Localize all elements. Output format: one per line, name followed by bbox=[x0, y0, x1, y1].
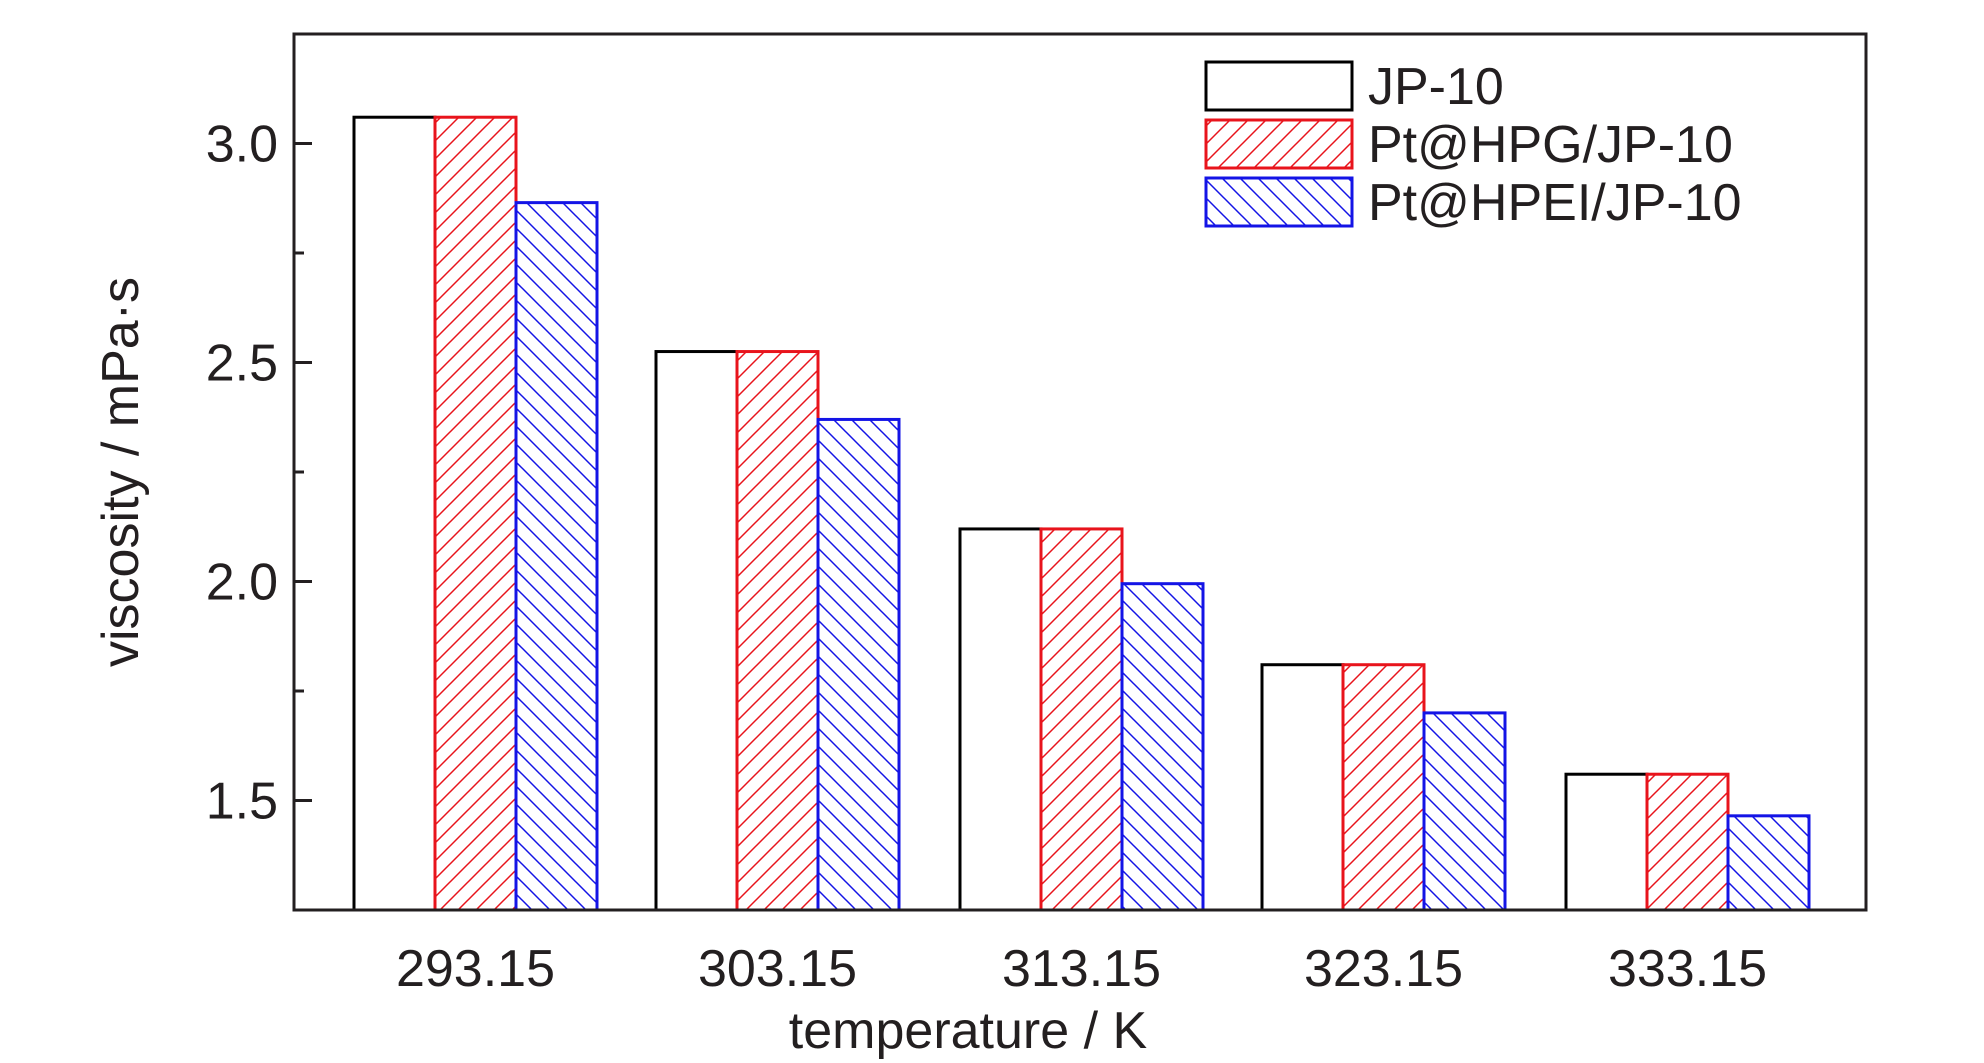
y-tick-label: 1.5 bbox=[206, 773, 278, 831]
y-tick-label: 3.0 bbox=[206, 116, 278, 174]
bar-jp-10-333-15 bbox=[1564, 772, 1649, 912]
bar-pt-hpg-jp-10-333-15 bbox=[1645, 772, 1730, 912]
x-tick-label: 293.15 bbox=[396, 940, 555, 998]
bar-pt-hpg-jp-10-303-15 bbox=[735, 350, 820, 912]
bar-pt-hpg-jp-10-313-15 bbox=[1039, 527, 1124, 912]
x-tick-label: 303.15 bbox=[698, 940, 857, 998]
bar-pt-hpg-jp-10-293-15 bbox=[433, 115, 518, 912]
y-tick-label: 2.0 bbox=[206, 554, 278, 612]
y-axis-label: viscosity / mPa·s bbox=[92, 277, 150, 667]
bar-jp-10-323-15 bbox=[1260, 663, 1345, 912]
bars-layer bbox=[352, 115, 1811, 912]
bar-pt-hpg-jp-10-323-15 bbox=[1341, 663, 1426, 912]
bar-pt-hpei-jp-10-333-15 bbox=[1726, 814, 1811, 912]
x-axis-label: temperature / K bbox=[789, 1002, 1148, 1060]
legend-label: JP-10 bbox=[1368, 58, 1504, 116]
x-tick-label: 333.15 bbox=[1608, 940, 1767, 998]
legend-swatch bbox=[1204, 176, 1354, 228]
bar-pt-hpei-jp-10-313-15 bbox=[1120, 582, 1205, 912]
y-tick-label: 2.5 bbox=[206, 335, 278, 393]
x-tick-label: 323.15 bbox=[1304, 940, 1463, 998]
bar-jp-10-313-15 bbox=[958, 527, 1043, 912]
legend-label: Pt@HPG/JP-10 bbox=[1368, 116, 1733, 174]
x-tick-label: 313.15 bbox=[1002, 940, 1161, 998]
legend-swatch bbox=[1204, 60, 1354, 112]
bar-pt-hpei-jp-10-293-15 bbox=[514, 201, 599, 912]
y-axis: 1.5 2.0 2.5 3.0 bbox=[206, 116, 312, 831]
bar-jp-10-303-15 bbox=[654, 350, 739, 912]
bar-jp-10-293-15 bbox=[352, 115, 437, 912]
legend-label: Pt@HPEI/JP-10 bbox=[1368, 174, 1742, 232]
bar-pt-hpei-jp-10-303-15 bbox=[816, 417, 901, 912]
x-axis: 293.15 303.15 313.15 323.15 333.15 bbox=[396, 940, 1767, 998]
legend-swatch bbox=[1204, 118, 1354, 170]
bar-pt-hpei-jp-10-323-15 bbox=[1422, 711, 1507, 912]
